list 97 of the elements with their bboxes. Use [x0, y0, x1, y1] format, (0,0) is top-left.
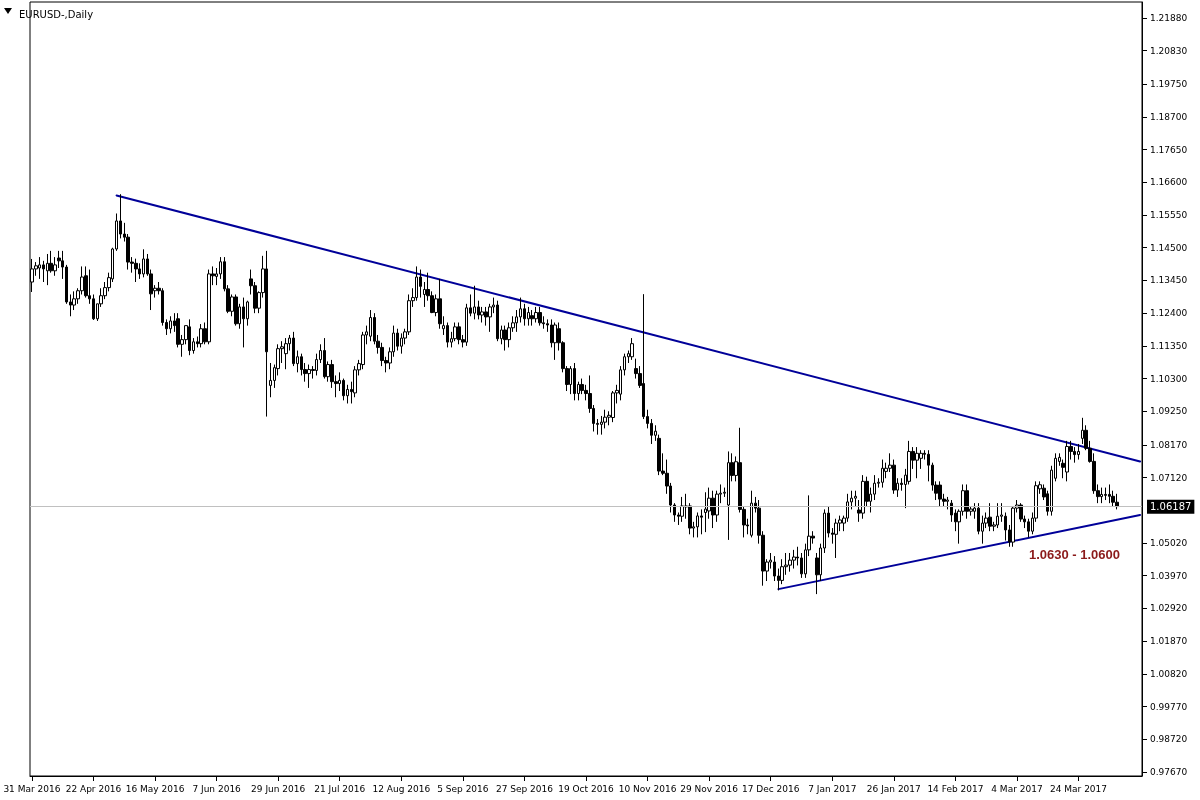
y-tick-label: 1.15550	[1150, 210, 1188, 221]
y-tick-label: 0.99770	[1150, 701, 1188, 712]
candlestick	[854, 490, 857, 507]
candlestick	[234, 293, 238, 327]
y-tick-label: 1.17650	[1150, 144, 1188, 155]
y-tick-label: 1.07120	[1150, 472, 1188, 483]
candlestick	[750, 490, 753, 538]
y-tick-label: 1.16600	[1150, 177, 1188, 188]
y-tick-label: 1.08170	[1150, 439, 1188, 450]
candlestick	[788, 552, 792, 573]
candlestick	[400, 332, 403, 355]
x-tick-label: 29 Nov 2016	[680, 783, 739, 794]
y-tick-label: 1.10300	[1150, 373, 1188, 384]
candlestick	[996, 502, 999, 529]
x-tick-label: 10 Nov 2016	[618, 783, 677, 794]
y-tick-label: 0.97670	[1150, 766, 1188, 777]
candlestick	[188, 318, 191, 356]
y-tick-label: 1.09250	[1150, 406, 1188, 417]
candlestick	[207, 269, 211, 345]
candlestick	[534, 306, 538, 323]
y-tick-label: 1.13450	[1150, 275, 1188, 286]
ref-line-label: 1.06187	[1150, 501, 1192, 513]
candlestick	[530, 309, 534, 327]
x-tick-label: 31 Mar 2016	[3, 783, 61, 794]
candlestick	[680, 496, 684, 523]
candlestick	[265, 250, 268, 418]
y-tick-label: 1.00820	[1150, 668, 1188, 679]
candlestick	[284, 337, 288, 370]
candlestick	[538, 306, 542, 327]
candlestick	[134, 258, 138, 283]
y-tick-label: 1.11350	[1150, 340, 1188, 351]
candlestick	[142, 248, 145, 278]
candlestick	[915, 446, 919, 479]
y-tick-label: 1.18700	[1150, 111, 1188, 122]
x-tick-label: 22 Apr 2016	[65, 783, 122, 794]
candlestick	[727, 450, 730, 541]
candlestick	[630, 337, 634, 361]
y-tick-label: 1.19750	[1150, 79, 1188, 90]
y-tick-label: 1.01870	[1150, 636, 1188, 647]
candlestick	[496, 300, 499, 342]
x-tick-label: 24 Mar 2017	[1049, 783, 1108, 794]
y-tick-label: 1.20830	[1150, 45, 1188, 56]
candlestick	[199, 323, 203, 348]
x-tick-label: 16 May 2016	[125, 783, 185, 794]
candlestick	[965, 483, 969, 520]
y-tick-label: 1.03970	[1150, 570, 1188, 581]
candlestick	[242, 297, 245, 348]
x-tick-label: 21 Jul 2016	[314, 783, 366, 794]
y-tick-label: 1.21880	[1150, 12, 1188, 23]
candlestick	[704, 491, 707, 533]
candlestick	[711, 490, 715, 529]
annotation: 1.0630 - 1.0600	[1028, 547, 1120, 562]
candlestick	[457, 322, 461, 345]
x-tick-label: 19 Oct 2016	[558, 783, 615, 794]
candlestick	[938, 480, 942, 507]
x-tick-label: 7 Jan 2017	[808, 783, 857, 794]
candlestick	[700, 508, 703, 535]
candlestick	[988, 502, 992, 532]
x-tick-label: 26 Jan 2017	[866, 783, 921, 794]
candlestick	[307, 364, 311, 389]
x-tick-label: 5 Sep 2016	[437, 783, 489, 794]
x-tick-label: 12 Aug 2016	[372, 783, 431, 794]
candlestick	[573, 362, 576, 401]
x-tick-label: 27 Sep 2016	[495, 783, 554, 794]
candlestick	[1108, 483, 1111, 504]
y-tick-label: 0.98720	[1150, 734, 1188, 745]
candlestick	[834, 518, 838, 559]
candlestick	[861, 474, 865, 520]
candlestick	[946, 496, 949, 510]
candlestick	[881, 459, 884, 489]
candlestick	[169, 315, 172, 334]
x-tick-label: 4 Mar 2017	[991, 783, 1043, 794]
candlestick	[1104, 487, 1107, 501]
candlestick	[1100, 487, 1103, 504]
y-tick-label: 1.02920	[1150, 603, 1188, 614]
candlestick	[419, 269, 422, 299]
x-tick-label: 14 Feb 2017	[927, 783, 984, 794]
y-tick-label: 1.12400	[1150, 308, 1188, 319]
candlestick	[473, 285, 476, 320]
x-tick-label: 7 Jun 2016	[192, 783, 242, 794]
candlestick	[527, 306, 530, 327]
candlestick	[38, 256, 41, 280]
candlestick	[269, 362, 272, 398]
candlestick	[553, 322, 557, 361]
candlestick	[503, 325, 507, 352]
candlestick	[369, 309, 372, 342]
x-tick-label: 29 Jun 2016	[251, 783, 306, 794]
candlestick	[792, 549, 796, 570]
candlestick	[323, 337, 326, 380]
candlestick	[1065, 440, 1069, 482]
candlestick	[696, 512, 699, 538]
y-tick-label: 1.05020	[1150, 538, 1188, 549]
candlestick	[46, 253, 49, 286]
y-tick-label: 1.14500	[1150, 242, 1188, 253]
candlestick	[1077, 443, 1080, 461]
x-tick-label: 17 Dec 2016	[741, 783, 800, 794]
text: EURUSD-,Daily	[19, 8, 94, 20]
